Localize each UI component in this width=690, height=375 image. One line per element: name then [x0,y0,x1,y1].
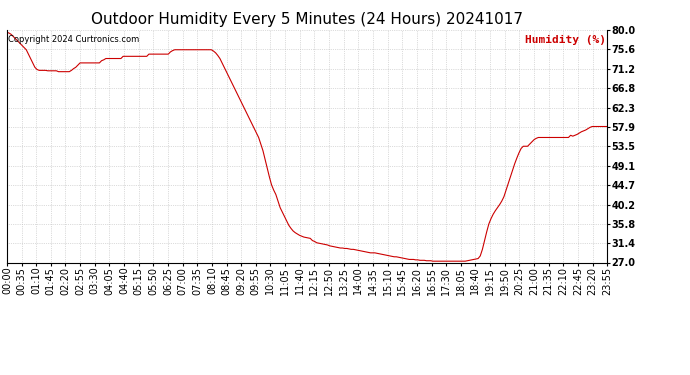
Title: Outdoor Humidity Every 5 Minutes (24 Hours) 20241017: Outdoor Humidity Every 5 Minutes (24 Hou… [91,12,523,27]
Text: Copyright 2024 Curtronics.com: Copyright 2024 Curtronics.com [8,34,139,44]
Text: Humidity (%): Humidity (%) [525,34,606,45]
